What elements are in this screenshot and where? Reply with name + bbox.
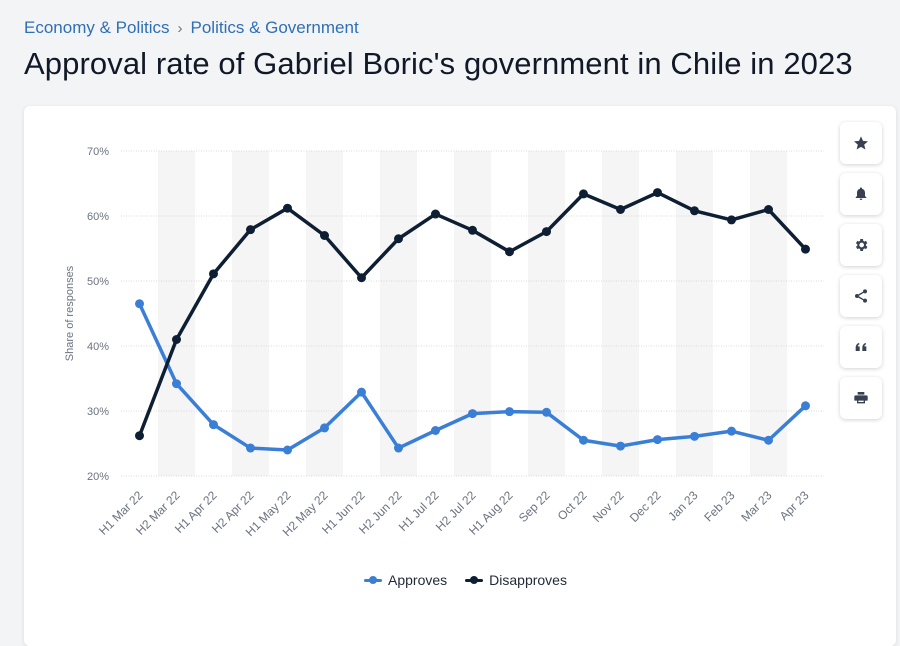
data-point-approves xyxy=(283,445,292,455)
data-point-approves xyxy=(616,441,625,451)
data-point-approves xyxy=(653,435,662,445)
data-point-disapproves xyxy=(283,203,292,213)
data-point-disapproves xyxy=(690,206,699,216)
breadcrumb-economy-politics[interactable]: Economy & Politics xyxy=(24,18,170,37)
x-tick-label: Feb 23 xyxy=(701,488,738,525)
data-point-disapproves xyxy=(320,231,329,240)
data-point-approves xyxy=(135,299,144,309)
data-point-approves xyxy=(320,423,329,433)
data-point-approves xyxy=(727,426,736,436)
column-band xyxy=(232,151,269,476)
y-tick-label: 50% xyxy=(87,276,109,288)
column-band xyxy=(158,151,195,476)
data-point-disapproves xyxy=(764,205,773,214)
legend-marker-approves xyxy=(364,575,382,585)
data-point-disapproves xyxy=(135,431,144,441)
legend-item-approves[interactable]: Approves xyxy=(364,572,447,588)
data-point-disapproves xyxy=(357,273,366,283)
x-tick-label: Jan 23 xyxy=(665,488,701,524)
x-tick-label: Oct 22 xyxy=(555,488,590,523)
gear-icon xyxy=(855,239,868,251)
data-point-approves xyxy=(690,431,699,441)
y-tick-label: 60% xyxy=(87,211,109,223)
legend-label-disapproves: Disapproves xyxy=(489,572,567,588)
chart-toolbar xyxy=(840,122,882,419)
chart-card: 20% 30% 40% 50% 60% 70% Share of responses H1 M… xyxy=(24,106,896,646)
y-axis-title: Share of responses xyxy=(64,265,76,361)
data-point-approves xyxy=(764,435,773,445)
y-tick-label: 30% xyxy=(87,406,109,418)
page-title: Approval rate of Gabriel Boric's governm… xyxy=(24,46,853,81)
chart-legend: Approves Disapproves xyxy=(364,572,567,588)
print-icon xyxy=(854,392,868,404)
data-point-approves xyxy=(431,426,440,435)
column-band xyxy=(602,151,639,476)
x-tick-label: Nov 22 xyxy=(590,488,627,525)
data-point-approves xyxy=(801,401,810,411)
data-point-disapproves xyxy=(727,215,736,225)
column-band xyxy=(676,151,713,476)
data-point-approves xyxy=(579,435,588,445)
data-point-approves xyxy=(505,407,514,417)
quote-icon xyxy=(855,343,867,351)
data-point-disapproves xyxy=(579,189,588,199)
column-band xyxy=(528,151,565,476)
data-point-disapproves xyxy=(246,225,255,235)
data-point-disapproves xyxy=(616,205,625,214)
star-icon xyxy=(854,136,868,150)
y-tick-label: 70% xyxy=(87,146,109,158)
breadcrumb-politics-government[interactable]: Politics & Government xyxy=(190,18,359,37)
data-point-disapproves xyxy=(542,227,551,237)
settings-button[interactable] xyxy=(840,224,882,266)
data-point-approves xyxy=(209,420,218,430)
data-point-disapproves xyxy=(209,269,218,279)
bell-icon xyxy=(855,187,867,200)
legend-marker-disapproves xyxy=(465,575,484,585)
favorite-button[interactable] xyxy=(840,122,882,164)
data-point-disapproves xyxy=(431,209,440,219)
legend-label-approves: Approves xyxy=(388,572,448,588)
data-point-approves xyxy=(357,387,366,397)
data-point-approves xyxy=(468,409,477,419)
breadcrumb-separator: › xyxy=(177,19,183,37)
data-point-disapproves xyxy=(394,234,403,244)
column-band xyxy=(306,151,343,476)
data-point-approves xyxy=(246,443,255,453)
y-tick-label: 20% xyxy=(87,471,109,483)
data-point-approves xyxy=(542,407,551,417)
column-band xyxy=(454,151,491,476)
share-button[interactable] xyxy=(840,275,882,317)
x-tick-label: Apr 23 xyxy=(777,488,812,523)
notification-button[interactable] xyxy=(840,173,882,215)
y-tick-label: 40% xyxy=(87,341,109,353)
data-point-approves xyxy=(394,443,403,453)
x-tick-label: Dec 22 xyxy=(627,488,664,525)
data-point-approves xyxy=(172,379,181,389)
data-point-disapproves xyxy=(801,244,810,254)
share-icon xyxy=(855,289,867,303)
data-point-disapproves xyxy=(172,335,181,344)
print-button[interactable] xyxy=(840,377,882,419)
x-tick-label: Mar 23 xyxy=(738,488,775,525)
legend-item-disapproves[interactable]: Disapproves xyxy=(465,572,567,588)
column-band xyxy=(380,151,417,476)
data-point-disapproves xyxy=(653,188,662,198)
cite-button[interactable] xyxy=(840,326,882,368)
breadcrumb: Economy & Politics › Politics & Governme… xyxy=(24,18,359,38)
data-point-disapproves xyxy=(505,247,514,257)
x-tick-label: Sep 22 xyxy=(516,488,553,525)
data-point-disapproves xyxy=(468,225,477,235)
